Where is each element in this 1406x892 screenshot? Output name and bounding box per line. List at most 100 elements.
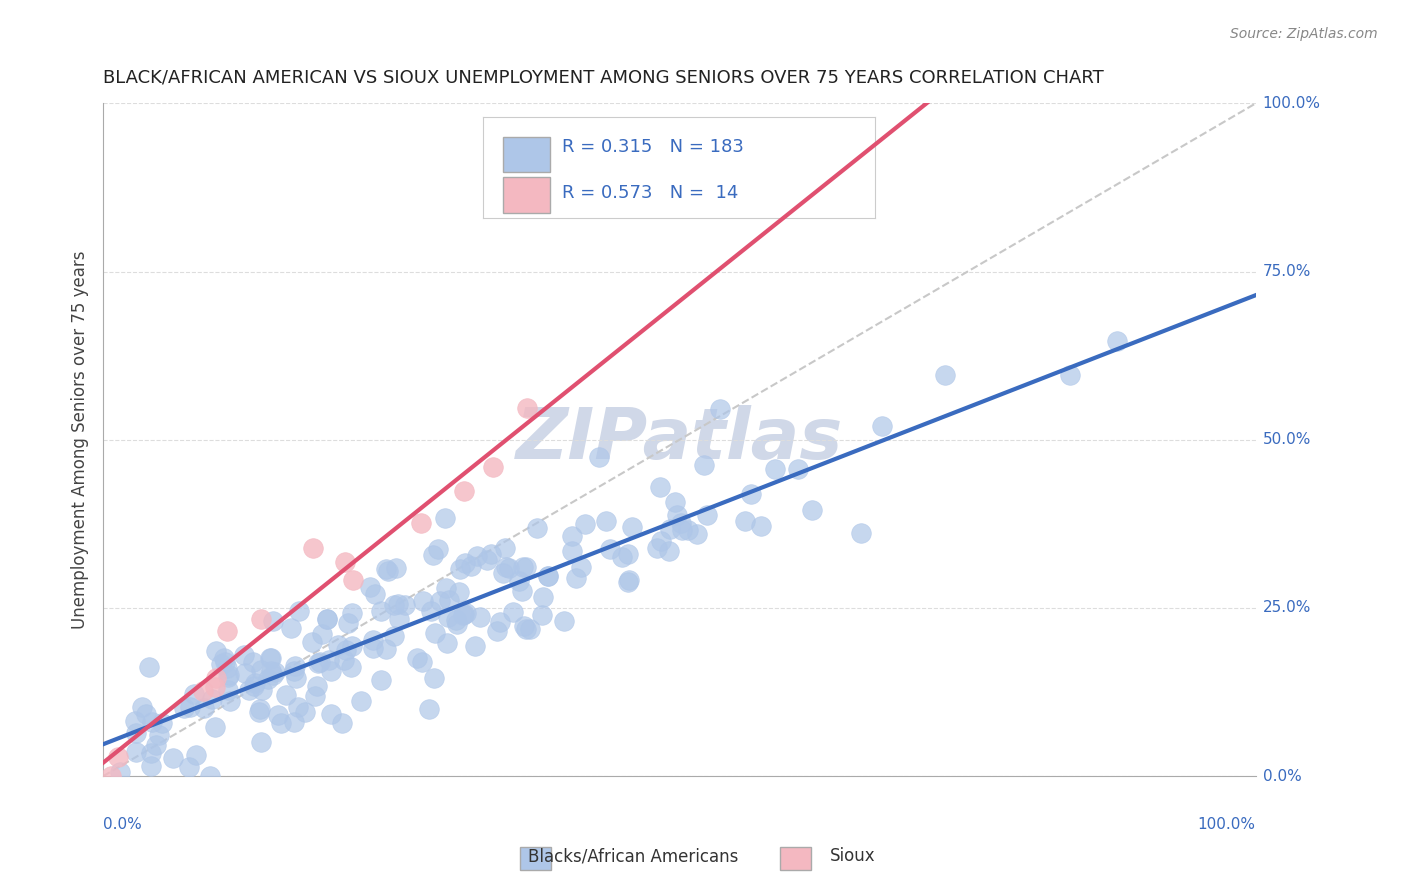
Point [307,679,329,693]
Point [264,665,287,679]
Point [434,581,457,595]
Point [285,672,308,686]
Point [217,670,239,684]
Point [307,657,329,671]
Text: BLACK/AFRICAN AMERICAN VS SIOUX UNEMPLOYMENT AMONG SENIORS OVER 75 YEARS CORRELA: BLACK/AFRICAN AMERICAN VS SIOUX UNEMPLOY… [103,69,1104,87]
Point [588,450,610,465]
Point [465,549,488,564]
Point [409,516,432,531]
Point [361,633,384,648]
Point [267,708,290,723]
Text: ZIPatlas: ZIPatlas [516,405,844,475]
Point [183,687,205,701]
Point [262,614,284,628]
Point [740,487,762,501]
Point [139,758,162,772]
Text: 0.0%: 0.0% [103,816,142,831]
Point [494,541,516,556]
Point [359,581,381,595]
Point [436,635,458,649]
Text: 75.0%: 75.0% [1263,264,1310,279]
Point [284,659,307,673]
Point [387,597,409,611]
Point [486,624,509,638]
Point [595,514,617,528]
Point [280,621,302,635]
Point [256,672,278,686]
Point [512,559,534,574]
Point [671,523,693,537]
Point [513,619,536,633]
Point [669,516,692,530]
Point [141,714,163,729]
Point [447,584,470,599]
Point [340,660,363,674]
Point [135,707,157,722]
Point [650,479,672,493]
Point [179,700,201,714]
Point [734,514,756,528]
Point [617,575,640,590]
Point [553,614,575,628]
Point [125,745,148,759]
Text: Source: ZipAtlas.com: Source: ZipAtlas.com [1230,27,1378,41]
Point [260,651,283,665]
Point [316,612,339,626]
Point [204,720,226,734]
Point [574,517,596,532]
Point [242,655,264,669]
Point [763,462,786,476]
Point [749,519,772,533]
Point [411,655,433,669]
Point [150,715,173,730]
Point [214,651,236,665]
Point [787,462,810,476]
Point [449,562,471,576]
Point [177,760,200,774]
Point [709,402,731,417]
Point [217,661,239,675]
Text: 50.0%: 50.0% [1263,433,1310,447]
Point [537,568,560,582]
Point [489,615,512,630]
Point [693,458,716,473]
Point [201,692,224,706]
Point [454,556,477,570]
Point [336,615,359,630]
Point [444,613,467,627]
Point [145,738,167,752]
Point [274,689,297,703]
Text: 0.0%: 0.0% [1263,769,1302,784]
Point [333,652,356,666]
Point [342,573,364,587]
Point [335,643,357,657]
Point [235,665,257,680]
Point [283,714,305,729]
Point [124,726,146,740]
Point [242,679,264,693]
Point [214,655,236,669]
Point [233,648,256,663]
Point [502,605,524,619]
Point [375,562,398,576]
Point [162,751,184,765]
Point [561,529,583,543]
Point [464,639,486,653]
Point [419,604,441,618]
Point [205,644,228,658]
Point [326,638,349,652]
Point [319,664,342,678]
Point [238,682,260,697]
Text: 25.0%: 25.0% [1263,600,1310,615]
Point [243,676,266,690]
Point [309,655,332,669]
Point [370,604,392,618]
Point [934,368,956,382]
Point [316,612,339,626]
Point [565,570,588,584]
Text: 100.0%: 100.0% [1198,816,1256,831]
Point [658,544,681,558]
Point [249,702,271,716]
Point [186,747,208,762]
Point [342,606,364,620]
